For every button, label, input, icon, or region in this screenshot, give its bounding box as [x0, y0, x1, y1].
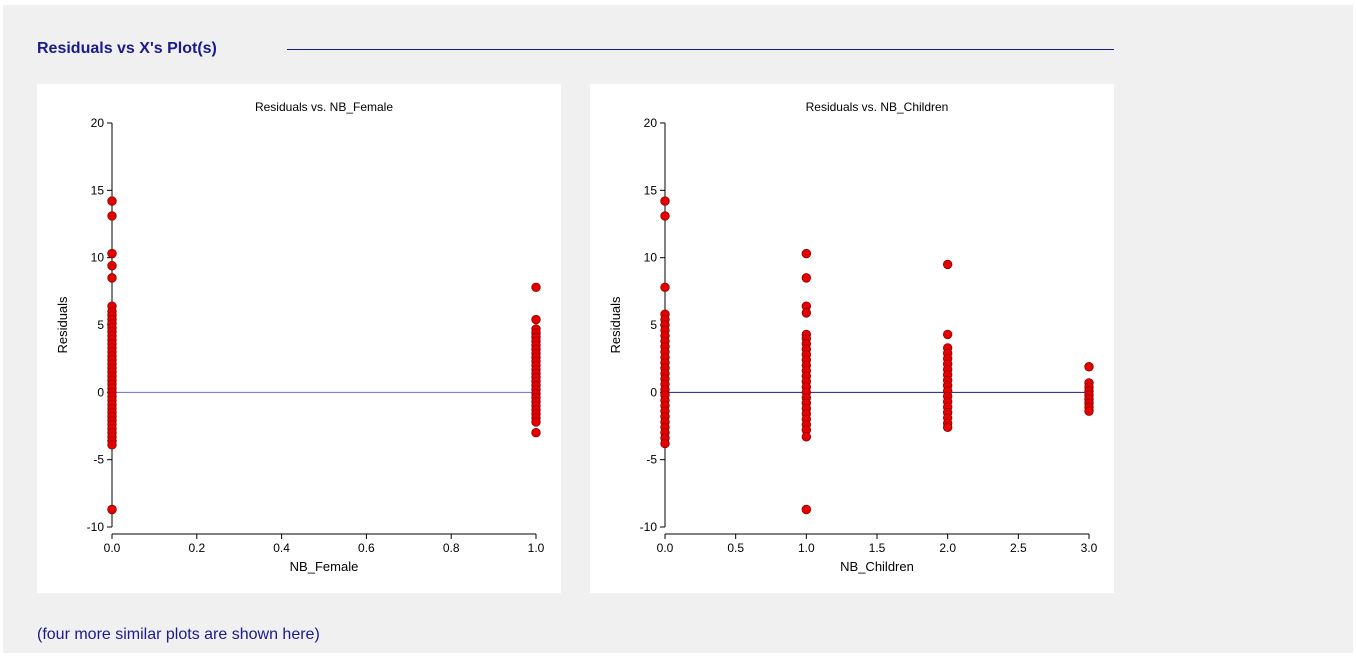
- x-tick-label: 1.0: [528, 541, 545, 555]
- residual-point: [801, 432, 812, 442]
- footnote-text: (four more similar plots are shown here): [37, 626, 320, 643]
- residual-point: [660, 211, 670, 221]
- y-tick-label: -10: [640, 520, 658, 534]
- y-axis-label: Residuals: [608, 296, 623, 354]
- chart-title: Residuals vs. NB_Female: [255, 100, 393, 114]
- y-tick-label: 0: [97, 385, 104, 399]
- y-tick-label: -10: [87, 520, 105, 534]
- residual-point: [107, 440, 117, 450]
- residual-point: [107, 504, 117, 515]
- residual-point: [801, 504, 812, 515]
- residual-point: [942, 259, 953, 270]
- scatter-chart-svg: Residuals vs. NB_Female -10 -5 0 5 10 15 20 0.0 0…: [55, 100, 545, 574]
- x-tick-label: 0.6: [358, 541, 375, 555]
- x-axis-label: NB_Children: [840, 559, 914, 574]
- x-tick-label: 0.5: [727, 541, 744, 555]
- residual-point: [531, 282, 541, 292]
- x-tick-label: 2.0: [939, 541, 956, 555]
- y-tick-label: 10: [91, 251, 105, 265]
- y-tick-label: 20: [644, 116, 658, 130]
- residual-point: [107, 248, 117, 259]
- residual-point: [660, 196, 670, 206]
- y-tick-label: -5: [646, 453, 657, 467]
- section-title: Residuals vs X's Plot(s): [37, 40, 217, 57]
- residual-point: [1084, 406, 1094, 416]
- residual-point: [660, 282, 670, 292]
- residual-point: [107, 196, 117, 206]
- residual-point: [942, 329, 953, 340]
- y-tick-label: 20: [91, 116, 105, 130]
- x-tick-label: 1.0: [798, 541, 815, 555]
- x-tick-label: 3.0: [1081, 541, 1098, 555]
- x-axis-label: NB_Female: [290, 559, 359, 574]
- x-tick-label: 0.2: [188, 541, 205, 555]
- x-tick-label: 0.4: [273, 541, 290, 555]
- y-tick-label: 10: [644, 251, 658, 265]
- x-tick-label: 0.0: [657, 541, 674, 555]
- y-tick-label: 5: [650, 318, 657, 332]
- x-tick-label: 0.0: [104, 541, 121, 555]
- y-tick-label: 5: [97, 318, 104, 332]
- residual-point: [801, 308, 812, 318]
- residual-point: [531, 417, 541, 427]
- residual-point: [531, 428, 541, 438]
- scatter-chart-svg: Residuals vs. NB_Children -10 -5 0 5 10 15 20 0.…: [608, 100, 1098, 574]
- x-tick-label: 1.5: [869, 541, 886, 555]
- residual-point: [107, 211, 117, 221]
- x-tick-label: 0.8: [443, 541, 460, 555]
- residual-point: [531, 314, 541, 325]
- residual-point: [801, 273, 812, 283]
- y-tick-label: 15: [644, 183, 658, 197]
- chart-title: Residuals vs. NB_Children: [806, 100, 949, 114]
- y-axis-label: Residuals: [55, 296, 70, 354]
- report-section: Residuals vs X's Plot(s) Residuals vs. N…: [3, 5, 1353, 653]
- residual-point: [660, 438, 670, 449]
- residuals-plot-nb-children: Residuals vs. NB_Children -10 -5 0 5 10 15 20 0.…: [590, 84, 1114, 593]
- residuals-plot-nb-female: Residuals vs. NB_Female -10 -5 0 5 10 15 20 0.0 0…: [37, 84, 561, 593]
- residual-point: [1084, 362, 1094, 372]
- residual-point: [801, 248, 812, 259]
- y-tick-label: 0: [650, 385, 657, 399]
- residual-point: [942, 422, 953, 433]
- y-tick-label: -5: [93, 453, 104, 467]
- y-tick-label: 15: [91, 183, 105, 197]
- residual-point: [107, 261, 117, 271]
- residual-point: [107, 273, 117, 283]
- x-tick-label: 2.5: [1010, 541, 1027, 555]
- section-title-rule: [287, 49, 1114, 50]
